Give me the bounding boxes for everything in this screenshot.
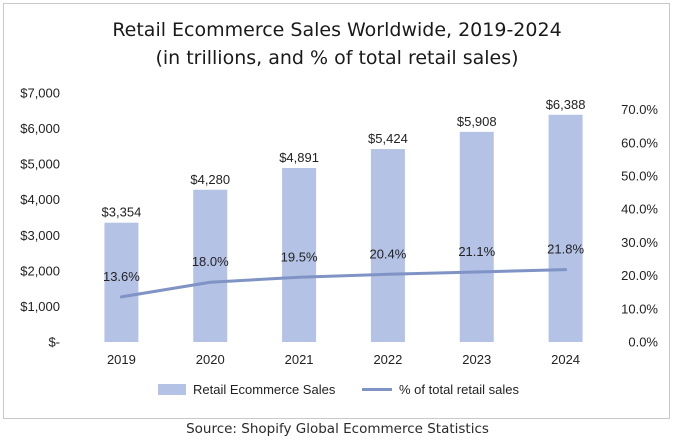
bar-data-label: $6,388: [546, 97, 586, 112]
source-note: Source: Shopify Global Ecommerce Statist…: [186, 421, 489, 437]
y-left-tick-label: $5,000: [20, 157, 60, 172]
y-right-tick-label: 60.0%: [621, 135, 658, 150]
legend-label-retail-ecommerce-sales: Retail Ecommerce Sales: [193, 382, 336, 397]
line-data-label: 18.0%: [192, 254, 229, 269]
x-tick-label: 2024: [551, 352, 580, 367]
x-tick-label: 2023: [462, 352, 491, 367]
y-left-tick-label: $6,000: [20, 121, 60, 136]
bar-retail-ecommerce-sales: [282, 168, 317, 342]
chart-title-line-2: (in trillions, and % of total retail sal…: [155, 47, 518, 69]
x-tick-label: 2021: [285, 352, 314, 367]
y-right-tick-label: 40.0%: [621, 202, 658, 217]
bar-data-label: $5,908: [457, 114, 497, 129]
line-data-label: 19.5%: [281, 249, 318, 264]
y-right-tick-label: 20.0%: [621, 268, 658, 283]
x-tick-label: 2020: [196, 352, 225, 367]
chart-title-line-1: Retail Ecommerce Sales Worldwide, 2019-2…: [112, 19, 561, 41]
y-right-tick-label: 70.0%: [621, 102, 658, 117]
bar-data-label: $4,891: [279, 150, 319, 165]
bar-retail-ecommerce-sales: [193, 189, 228, 342]
y-left-tick-label: $2,000: [20, 263, 60, 278]
bar-retail-ecommerce-sales: [548, 114, 583, 342]
y-left-tick-label: $7,000: [20, 86, 60, 101]
y-left-tick-label: $-: [48, 335, 60, 350]
y-left-tick-label: $3,000: [20, 228, 60, 243]
y-right-tick-label: 30.0%: [621, 235, 658, 250]
bar-data-label: $5,424: [368, 131, 408, 146]
line-data-label: 13.6%: [103, 269, 140, 284]
x-tick-label: 2022: [373, 352, 402, 367]
y-left-tick-label: $1,000: [20, 299, 60, 314]
legend-swatch-retail-ecommerce-sales: [158, 384, 186, 395]
bar-data-label: $3,354: [102, 205, 142, 220]
y-left-tick-label: $4,000: [20, 192, 60, 207]
line-percent-total-retail: [119, 268, 568, 299]
bar-retail-ecommerce-sales: [459, 131, 494, 342]
bar-retail-ecommerce-sales: [104, 222, 139, 342]
y-right-tick-label: 10.0%: [621, 301, 658, 316]
bar-retail-ecommerce-sales: [370, 149, 405, 342]
line-data-label: 21.8%: [547, 242, 584, 257]
line-data-label: 20.4%: [369, 246, 406, 261]
legend-label-percent-total-retail: % of total retail sales: [399, 382, 519, 397]
y-right-tick-label: 0.0%: [628, 335, 658, 350]
line-data-label: 21.1%: [458, 244, 495, 259]
bar-data-label: $4,280: [190, 172, 230, 187]
x-tick-label: 2019: [107, 352, 136, 367]
y-right-tick-label: 50.0%: [621, 169, 658, 184]
